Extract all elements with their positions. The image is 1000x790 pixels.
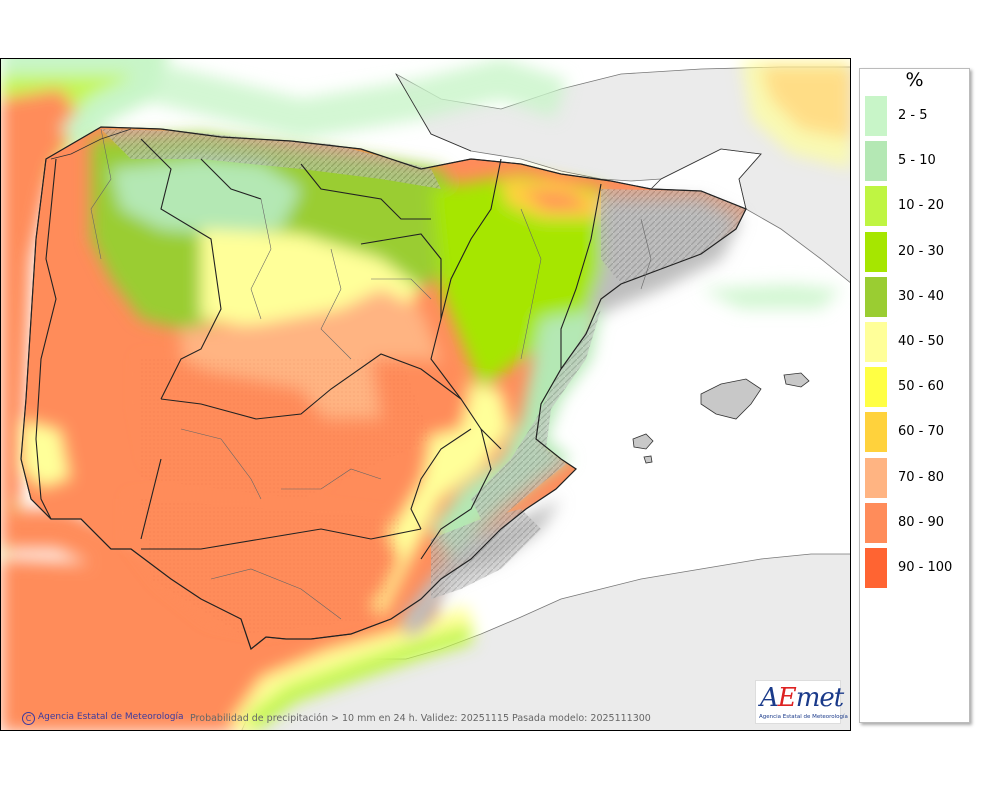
legend-swatch — [865, 141, 887, 182]
precipitation-probability-map — [0, 58, 851, 731]
legend-label: 80 - 90 — [898, 514, 945, 530]
balearic-islands — [632, 372, 810, 464]
legend-swatch — [865, 502, 887, 543]
region-borders — [35, 138, 602, 560]
legend-label: 2 - 5 — [898, 108, 928, 123]
map-credits: C Agencia Estatal de Meteorología — [22, 712, 184, 725]
legend-swatch — [865, 547, 887, 588]
legend-swatch — [865, 96, 887, 136]
map-legend: % 2 - 5 5 - 10 10 - 20 20 - 30 30 - 40 40 - 5… — [859, 68, 970, 723]
legend-swatch — [865, 457, 887, 498]
legend-swatch — [865, 276, 887, 317]
map-caption: Probabilidad de precipitación > 10 mm en… — [190, 713, 651, 724]
map-canvas — [1, 59, 850, 730]
legend-label: 20 - 30 — [898, 243, 945, 259]
legend-label: 70 - 80 — [898, 469, 945, 485]
legend-unit: % — [905, 69, 924, 91]
legend-label: 40 - 50 — [898, 333, 945, 349]
aemet-logo: AEmet Agencia Estatal de Meteorología — [755, 680, 848, 724]
legend-label: 5 - 10 — [898, 153, 936, 169]
coastline — [20, 126, 747, 651]
copyright-icon: C — [22, 712, 35, 725]
credits-text: Agencia Estatal de Meteorología — [38, 712, 184, 722]
legend-swatch — [865, 412, 887, 453]
legend-label: 50 - 60 — [898, 379, 945, 395]
legend-swatch — [865, 321, 887, 362]
legend-swatch — [865, 367, 887, 408]
province-borders — [90, 128, 652, 620]
legend-label: 60 - 70 — [898, 424, 945, 440]
legend-label: 30 - 40 — [898, 288, 945, 304]
legend-swatch — [865, 186, 887, 227]
legend-label: 10 - 20 — [898, 198, 945, 214]
relief-texture — [101, 129, 746, 634]
legend-label: 90 - 100 — [898, 559, 953, 575]
precip-field — [1, 59, 850, 730]
legend-swatch — [865, 231, 887, 272]
country-borders — [50, 73, 762, 210]
